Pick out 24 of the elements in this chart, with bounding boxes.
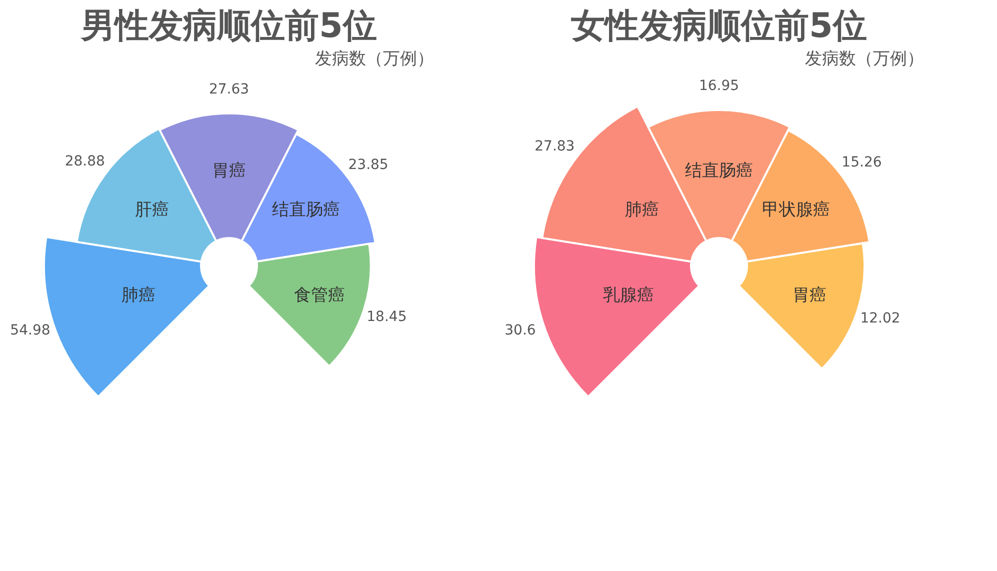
- data-label: 18.45: [366, 309, 407, 326]
- data-label: 27.63: [208, 81, 250, 98]
- category-label: 胃癌: [792, 285, 826, 306]
- category-label: 乳腺癌: [603, 285, 654, 306]
- category-label: 结直肠癌: [685, 161, 753, 181]
- text: 发病数（万例）: [315, 49, 434, 69]
- category-label: 甲状腺癌: [762, 200, 830, 220]
- data-label: 28.88: [64, 153, 105, 170]
- text: 男性发病顺位前5位: [80, 6, 377, 46]
- data-label: 27.83: [534, 138, 575, 155]
- data-label: 30.6: [504, 322, 536, 339]
- category-label: 肺癌: [122, 285, 156, 306]
- text: 发病数（万例）: [805, 49, 924, 69]
- data-label: 16.95: [698, 78, 740, 94]
- category-label: 胃癌: [212, 161, 246, 181]
- category-label: 食管癌: [294, 285, 345, 306]
- data-label: 12.02: [860, 310, 900, 326]
- data-label: 54.98: [10, 322, 50, 339]
- text: 女性发病顺位前5位: [570, 6, 867, 46]
- category-label: 结直肠癌: [272, 200, 340, 220]
- category-label: 肺癌: [625, 200, 660, 220]
- category-label: 肝癌: [135, 200, 170, 220]
- data-label: 15.26: [842, 154, 882, 170]
- data-label: 23.85: [348, 156, 388, 173]
